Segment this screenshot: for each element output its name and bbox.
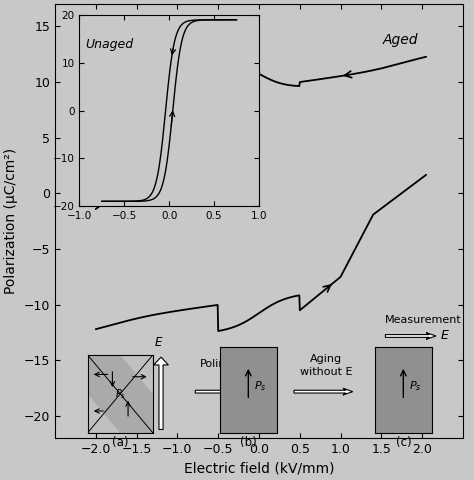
Text: $E$: $E$ [155,336,164,349]
Text: Measurement: Measurement [385,315,462,325]
FancyArrow shape [195,388,240,395]
FancyArrow shape [385,333,436,339]
FancyArrow shape [154,357,168,430]
Text: Aged: Aged [383,33,419,47]
X-axis label: Electric field (kV/mm): Electric field (kV/mm) [183,462,334,476]
Text: Poling: Poling [200,360,233,370]
Text: (a): (a) [112,436,128,449]
Text: (b): (b) [240,436,257,449]
Y-axis label: Polarization (μC/cm²): Polarization (μC/cm²) [4,148,18,294]
Text: without E: without E [300,367,352,377]
Text: Aging: Aging [310,354,342,364]
FancyArrow shape [294,388,353,395]
Text: $E$: $E$ [440,329,450,342]
Text: (c): (c) [395,436,411,449]
